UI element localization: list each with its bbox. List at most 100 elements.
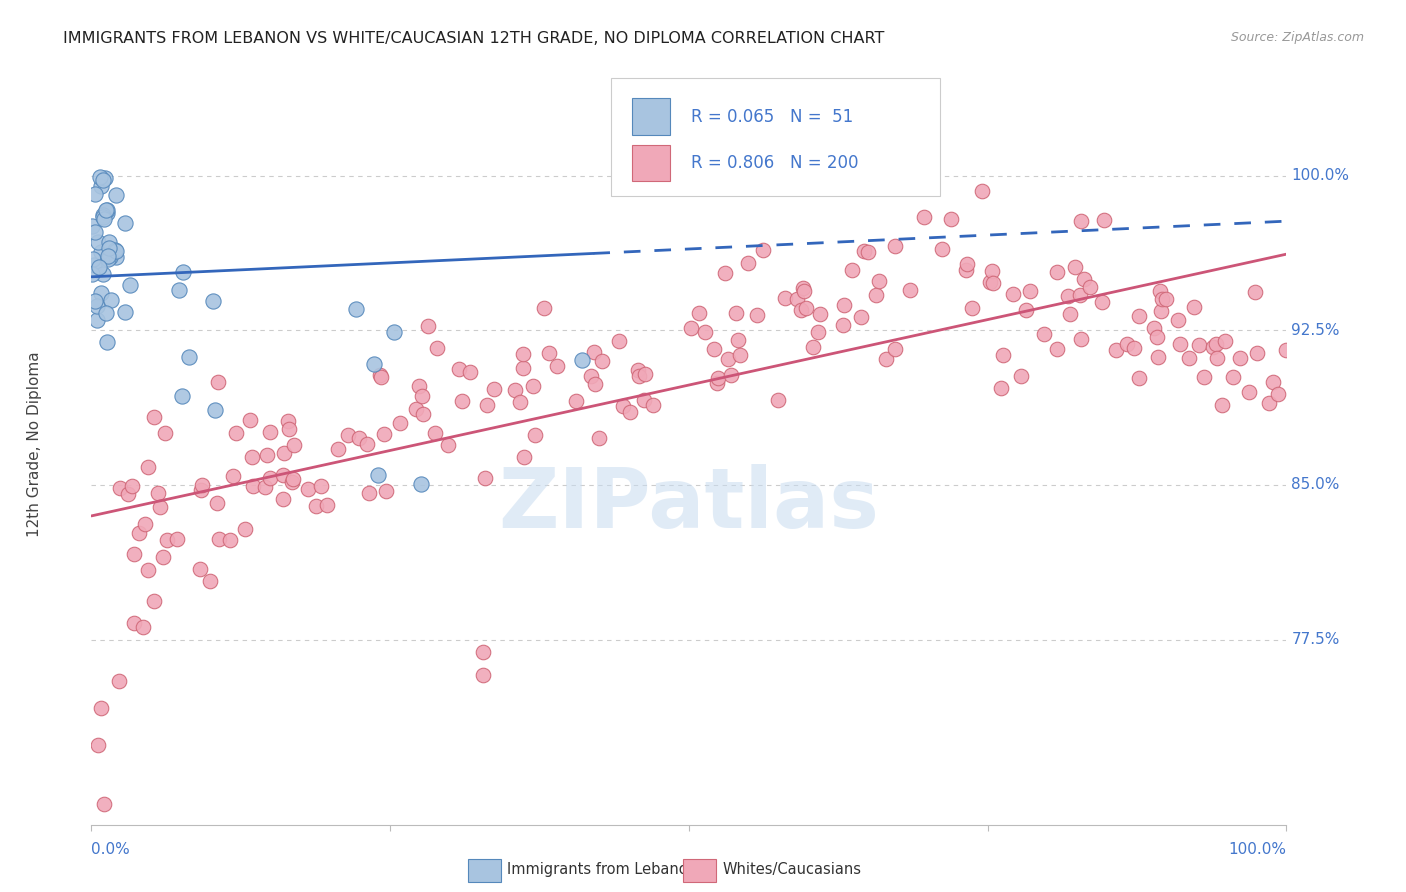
Point bbox=[993, 348, 1015, 362]
Point bbox=[582, 345, 605, 359]
Point bbox=[121, 479, 143, 493]
Point bbox=[368, 368, 391, 382]
Point bbox=[832, 298, 855, 312]
Point bbox=[90, 244, 112, 259]
Point bbox=[93, 211, 115, 226]
Point bbox=[1104, 343, 1126, 357]
Point bbox=[84, 293, 107, 308]
Point bbox=[512, 361, 534, 376]
Point bbox=[931, 242, 953, 256]
Point bbox=[90, 178, 112, 193]
Point bbox=[273, 446, 295, 460]
Point bbox=[796, 301, 818, 316]
Point bbox=[91, 208, 114, 222]
Point bbox=[122, 616, 145, 631]
Point bbox=[747, 308, 769, 322]
Point bbox=[1156, 293, 1178, 307]
Point bbox=[1091, 295, 1114, 310]
Point bbox=[1015, 303, 1038, 318]
Text: 77.5%: 77.5% bbox=[1291, 632, 1340, 647]
Point bbox=[849, 310, 872, 324]
Point bbox=[1167, 313, 1189, 327]
Point bbox=[583, 376, 606, 391]
Point bbox=[204, 403, 226, 417]
Point bbox=[1069, 287, 1091, 301]
Point bbox=[533, 301, 555, 315]
Point bbox=[1229, 351, 1251, 365]
Point bbox=[693, 325, 716, 339]
Point bbox=[277, 421, 299, 435]
Point bbox=[423, 425, 446, 440]
Point bbox=[94, 306, 117, 320]
Point bbox=[808, 307, 831, 321]
Point bbox=[426, 342, 449, 356]
Point bbox=[122, 547, 145, 561]
Point bbox=[316, 498, 339, 512]
Point bbox=[242, 479, 264, 493]
Point bbox=[281, 475, 304, 489]
Point bbox=[359, 486, 381, 500]
Point bbox=[233, 522, 256, 536]
Point bbox=[474, 471, 496, 485]
Point bbox=[1143, 320, 1166, 334]
Point bbox=[634, 368, 657, 382]
Point bbox=[90, 286, 112, 301]
Point bbox=[707, 371, 730, 385]
Text: 100.0%: 100.0% bbox=[1291, 169, 1350, 184]
Point bbox=[512, 347, 534, 361]
FancyBboxPatch shape bbox=[683, 859, 717, 881]
Point bbox=[458, 365, 481, 379]
Point bbox=[1149, 284, 1171, 298]
Point bbox=[1070, 332, 1092, 346]
Point bbox=[198, 574, 221, 588]
Point bbox=[97, 235, 120, 250]
Text: 85.0%: 85.0% bbox=[1291, 477, 1340, 492]
Point bbox=[1078, 279, 1101, 293]
Point bbox=[271, 492, 294, 507]
Point bbox=[1019, 285, 1042, 299]
Point bbox=[1213, 334, 1236, 349]
Point bbox=[96, 203, 118, 218]
Point bbox=[86, 300, 108, 314]
Point bbox=[408, 378, 430, 392]
Point bbox=[775, 291, 797, 305]
Point bbox=[104, 243, 127, 257]
Point bbox=[207, 375, 229, 389]
FancyBboxPatch shape bbox=[631, 98, 669, 135]
Point bbox=[259, 471, 281, 485]
Point bbox=[571, 352, 593, 367]
Point bbox=[1056, 288, 1078, 302]
Point bbox=[962, 301, 984, 315]
Point bbox=[105, 188, 128, 202]
Point bbox=[737, 256, 759, 270]
Point bbox=[382, 326, 405, 340]
Point bbox=[865, 288, 887, 302]
Point bbox=[337, 428, 360, 442]
Point bbox=[970, 184, 993, 198]
Point bbox=[482, 382, 505, 396]
Point bbox=[153, 426, 176, 441]
Point bbox=[1146, 350, 1168, 364]
Point bbox=[898, 283, 921, 297]
Point bbox=[728, 348, 751, 362]
Text: 92.5%: 92.5% bbox=[1291, 323, 1340, 338]
Point bbox=[1257, 396, 1279, 410]
Point bbox=[271, 468, 294, 483]
Point bbox=[136, 460, 159, 475]
Point bbox=[84, 187, 107, 202]
Point bbox=[83, 258, 105, 272]
Point bbox=[297, 482, 319, 496]
FancyBboxPatch shape bbox=[612, 78, 939, 196]
Point bbox=[90, 700, 112, 714]
Text: Immigrants from Lebanon: Immigrants from Lebanon bbox=[508, 862, 697, 877]
Point bbox=[114, 215, 136, 229]
Point bbox=[628, 369, 651, 384]
Point bbox=[149, 500, 172, 514]
Point bbox=[858, 244, 880, 259]
Point bbox=[807, 326, 830, 340]
Point bbox=[1115, 337, 1137, 351]
Point bbox=[100, 293, 122, 307]
Point bbox=[389, 416, 412, 430]
Point bbox=[1222, 370, 1244, 384]
Text: 12th Grade, No Diploma: 12th Grade, No Diploma bbox=[27, 351, 42, 537]
